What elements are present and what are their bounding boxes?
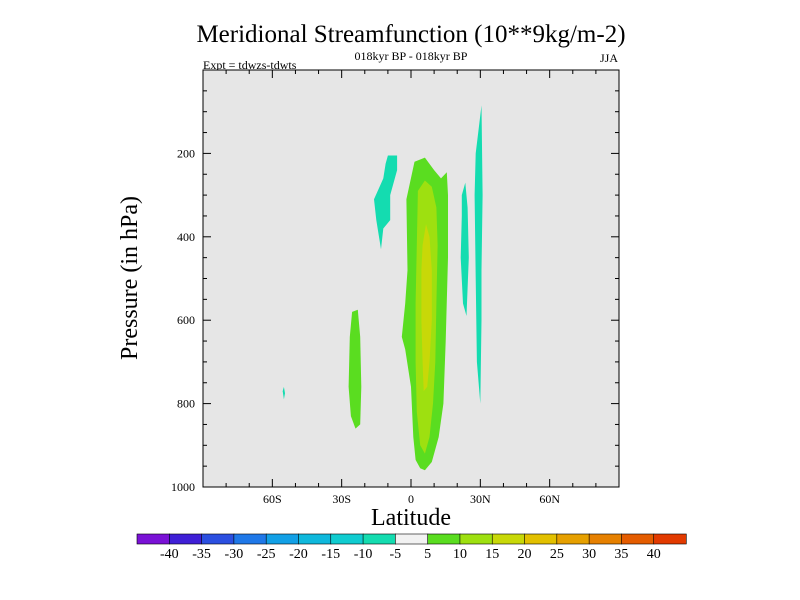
y-tick-label: 400 — [177, 230, 195, 244]
season-label: JJA — [600, 51, 618, 65]
colorbar-swatch — [653, 533, 687, 545]
y-tick-label: 1000 — [171, 480, 195, 494]
colorbar-swatch — [524, 533, 558, 545]
colorbar-swatch — [265, 533, 300, 545]
contour-region--5-0 — [282, 386, 285, 400]
x-tick-label: 0 — [408, 492, 414, 506]
colorbar-swatch — [136, 533, 170, 545]
contour-region--5-1 — [374, 155, 398, 250]
x-tick-label: 60S — [263, 492, 282, 506]
contour-layer — [282, 105, 483, 471]
chart-title: Meridional Streamfunction (10**9kg/m-2) — [196, 21, 625, 48]
colorbar-label: 25 — [550, 547, 564, 562]
contour-region-5-4 — [348, 309, 362, 429]
colorbar-swatch — [588, 533, 623, 545]
contour-region-15-7 — [421, 224, 432, 392]
contour-region--5-2 — [460, 182, 469, 316]
colorbar-label: -40 — [160, 547, 179, 562]
colorbar-label: -15 — [321, 547, 340, 562]
y-axis-label: Pressure (in hPa) — [117, 196, 143, 360]
colorbar-swatch — [168, 533, 203, 545]
colorbar-label: 30 — [582, 547, 596, 562]
y-tick-label: 800 — [177, 397, 195, 411]
colorbar-swatch — [298, 533, 332, 545]
colorbar-label: -25 — [257, 547, 276, 562]
x-axis-label: Latitude — [371, 505, 451, 531]
colorbar-swatch — [427, 533, 461, 545]
colorbar-label: -10 — [354, 547, 373, 562]
colorbar-label: 10 — [453, 547, 467, 562]
colorbar-label: -20 — [289, 547, 308, 562]
colorbar-swatch — [330, 533, 364, 545]
colorbar-label: -5 — [390, 547, 402, 562]
contour-region--5-3 — [474, 105, 483, 404]
colorbar-swatch — [621, 533, 655, 545]
x-tick-label: 30N — [470, 492, 491, 506]
experiment-label: Expt = tdwzs-tdwts — [203, 58, 297, 72]
colorbar-label: -30 — [225, 547, 244, 562]
colorbar-swatch — [201, 533, 235, 545]
colorbar-label: 40 — [647, 547, 661, 562]
colorbar-swatch — [362, 533, 396, 545]
colorbar-label: 20 — [518, 547, 532, 562]
colorbar-swatch — [491, 533, 526, 545]
y-tick-label: 200 — [177, 146, 195, 160]
chart-subtitle: 018kyr BP - 018kyr BP — [355, 49, 468, 63]
colorbar-label: 35 — [614, 547, 628, 562]
colorbar: -40 -35 -30 -25 -20 -15 -10 -5 5 10 15 20 25 30 35 40 — [136, 533, 687, 562]
y-tick-label: 600 — [177, 313, 195, 327]
colorbar-label: 15 — [485, 547, 499, 562]
tick-layer: 60S 30S 0 30N 60N 200 400 600 800 1000 — [171, 70, 619, 506]
colorbar-label: 5 — [424, 547, 431, 562]
colorbar-swatch — [556, 533, 590, 545]
colorbar-swatch — [233, 533, 267, 545]
x-tick-label: 30S — [332, 492, 351, 506]
colorbar-swatch — [459, 533, 493, 545]
colorbar-label: -35 — [192, 547, 211, 562]
colorbar-swatch — [395, 533, 429, 545]
x-tick-label: 60N — [539, 492, 560, 506]
